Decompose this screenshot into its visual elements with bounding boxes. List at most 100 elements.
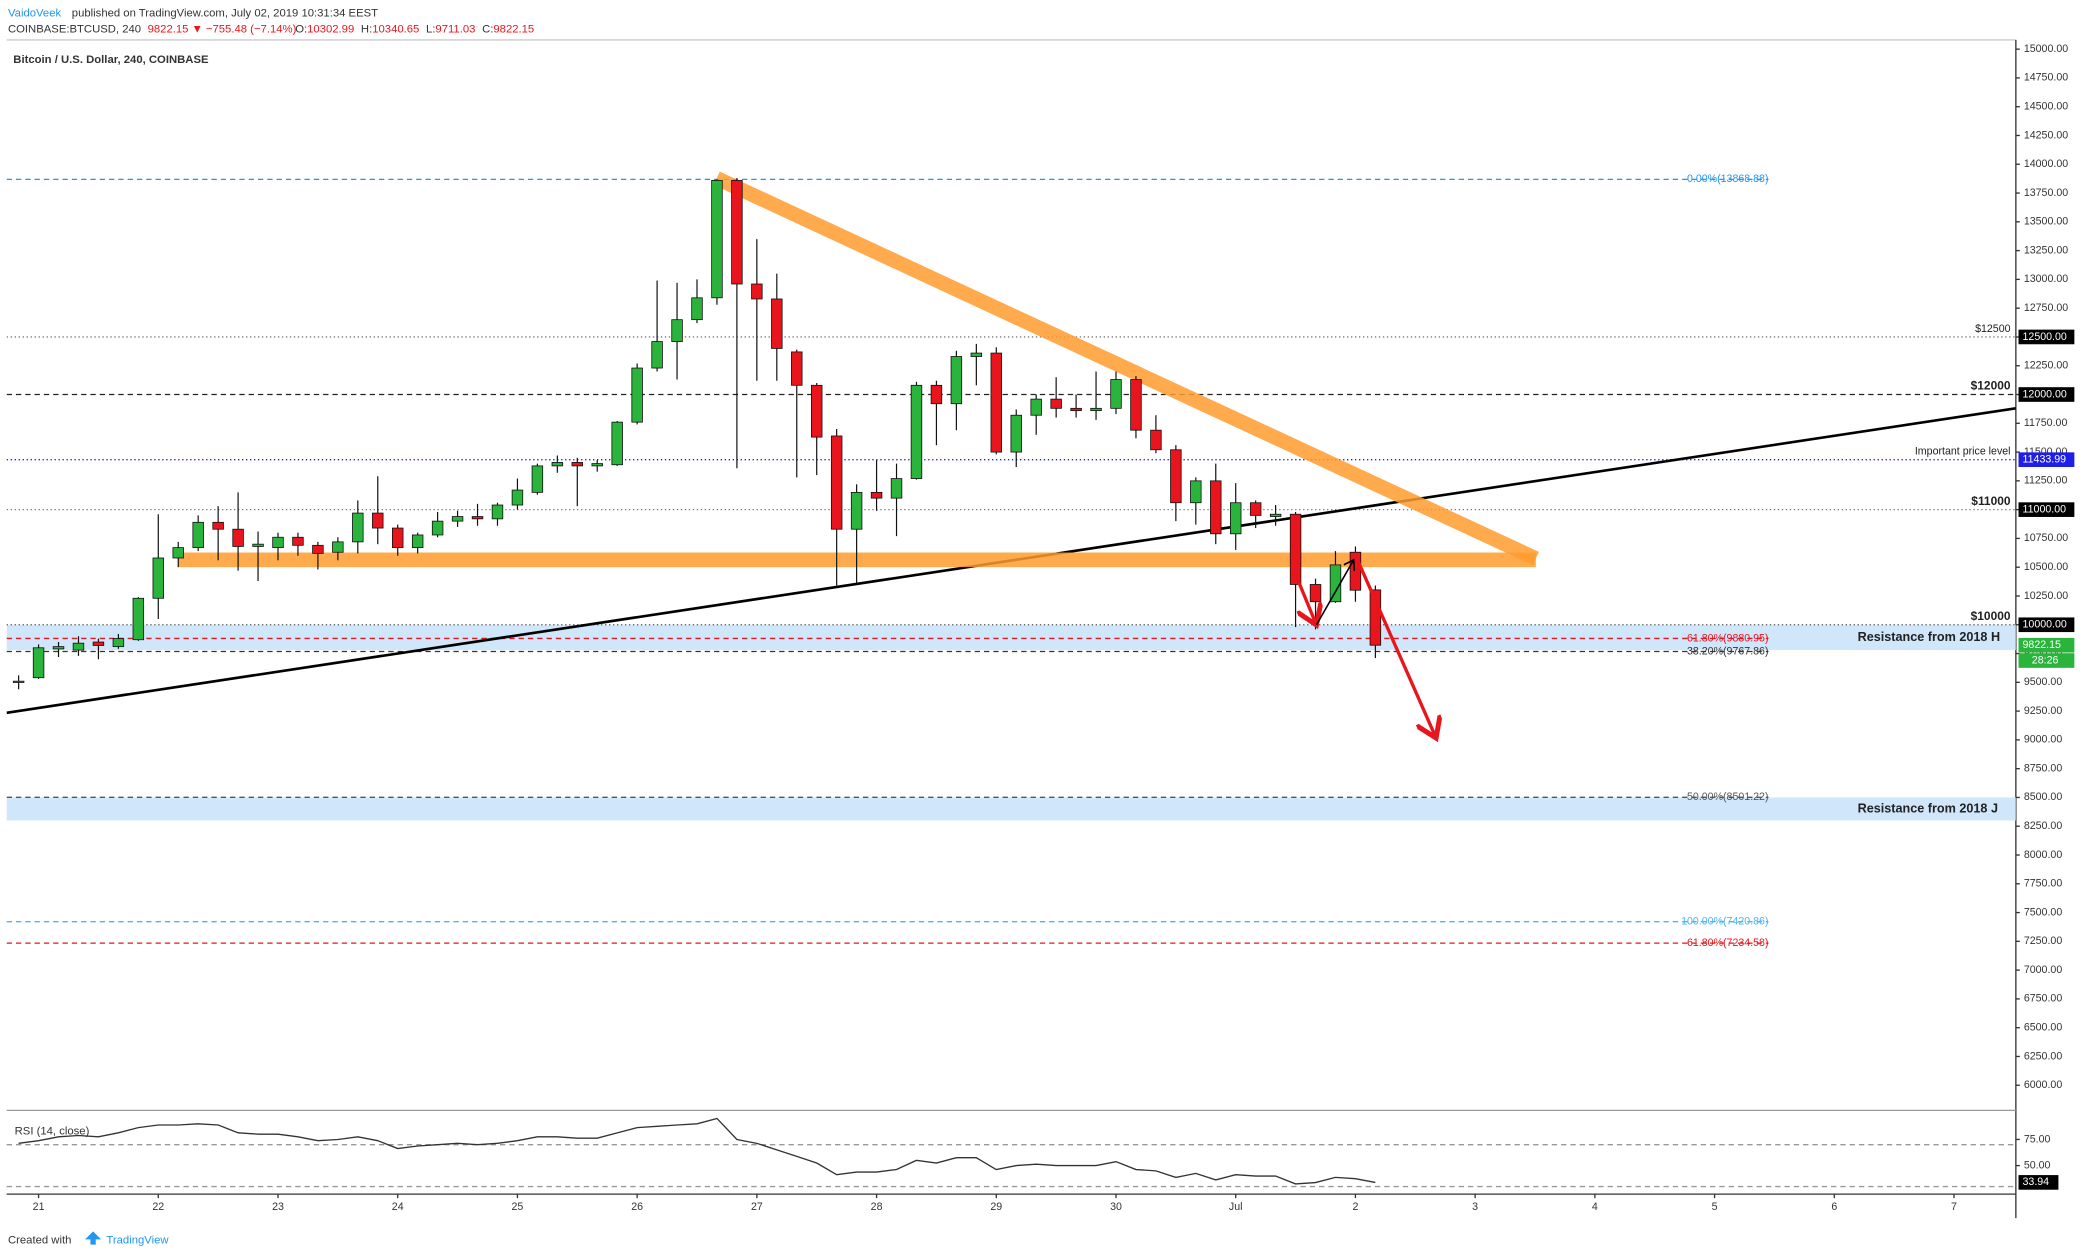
resistance-zone — [6, 797, 2016, 821]
candle-body — [751, 283, 763, 300]
y-tick-label: 14750.00 — [2024, 72, 2068, 84]
ohlc-value: 9711.03 — [435, 23, 475, 35]
x-tick-label: 23 — [272, 1201, 284, 1213]
x-tick-label: 25 — [512, 1201, 524, 1213]
y-tick-label: 10750.00 — [2024, 532, 2068, 544]
rsi-tick-label: 50.00 — [2024, 1159, 2051, 1171]
candle-body — [910, 384, 923, 479]
descending-trendline — [713, 171, 1539, 566]
candle-body — [970, 352, 983, 357]
candle-body — [1050, 398, 1062, 409]
candle-body — [810, 384, 823, 438]
candle-body — [1170, 449, 1182, 504]
price-box — [2018, 387, 2075, 402]
candle-body — [1090, 407, 1102, 412]
y-tick-label: 6000.00 — [2024, 1079, 2062, 1091]
ohlc: O: 10302.99 H: 10340.65 L: 9711.03 C: 9822.15 — [295, 23, 534, 35]
x-tick-label: 4 — [1592, 1201, 1598, 1213]
candle-body — [292, 536, 304, 546]
y-tick-label: 7250.00 — [2024, 935, 2062, 947]
y-tick-label: 8750.00 — [2024, 762, 2062, 774]
y-tick-label: 7500.00 — [2024, 906, 2062, 918]
candle-body — [1130, 379, 1142, 431]
candle-body — [791, 351, 803, 386]
arrow — [1315, 560, 1353, 626]
y-tick-label: 6750.00 — [2024, 993, 2062, 1005]
candle-body — [232, 528, 244, 547]
candle-body — [651, 341, 663, 369]
candle-body — [431, 520, 444, 536]
price-box-label: 11433.99 — [2023, 453, 2067, 465]
price-box — [2018, 617, 2075, 633]
price-box — [2018, 452, 2075, 467]
y-tick-label: 11250.00 — [2024, 475, 2068, 487]
candle-body — [411, 534, 424, 549]
x-tick-label: 28 — [871, 1201, 883, 1213]
candle-body — [1369, 589, 1382, 646]
y-tick-label: 14000.00 — [2024, 158, 2068, 170]
x-tick-label: 7 — [1951, 1201, 1957, 1213]
y-tick-label: 12750.00 — [2024, 302, 2068, 314]
price-box-label: 11000.00 — [2023, 503, 2067, 515]
level-note: Important price level — [1915, 446, 2011, 458]
x-tick-label: 3 — [1472, 1201, 1478, 1213]
rsi-line — [18, 1117, 1376, 1185]
candle-body — [1030, 398, 1042, 416]
candle-body — [511, 489, 524, 506]
x-tick-label: 29 — [990, 1201, 1002, 1213]
candle-body — [372, 512, 384, 529]
level-note: $12500 — [1975, 323, 2011, 335]
candle-body — [152, 557, 165, 599]
arrow — [1296, 579, 1317, 625]
last-price-box — [2018, 637, 2075, 653]
y-tick-label: 13000.00 — [2024, 273, 2068, 285]
candle-body — [671, 319, 683, 342]
x-tick-label: 26 — [631, 1201, 643, 1213]
x-tick-label: 22 — [152, 1201, 164, 1213]
price-box — [2018, 502, 2075, 517]
candle-body — [1190, 480, 1202, 504]
ohlc-label: O: — [295, 23, 307, 35]
candle-body — [1070, 407, 1082, 412]
level-note: $10000 — [1971, 609, 2011, 623]
y-tick-label: 6500.00 — [2024, 1022, 2062, 1034]
main-pane: Resistance from 2018 H Resistance from 20… — [6, 171, 2016, 949]
y-tick-label: 13250.00 — [2024, 244, 2068, 256]
candle-body — [870, 491, 883, 499]
author[interactable]: VaidoVeek — [8, 7, 62, 19]
price-box-label: 10000.00 — [2023, 619, 2067, 631]
logo — [85, 1231, 102, 1245]
candle-body — [352, 512, 364, 543]
published: published on TradingView.com, July 02, 2… — [72, 7, 378, 19]
ohlc-label: H: — [361, 23, 372, 35]
x-tick-label: 2 — [1352, 1201, 1358, 1213]
candle-body — [950, 356, 963, 405]
candle-body — [1249, 502, 1262, 516]
y-tick-label: 13500.00 — [2024, 216, 2068, 228]
price-box-label: 12000.00 — [2023, 388, 2067, 400]
candle-body — [212, 521, 224, 530]
ohlc-value: 10340.65 — [372, 23, 419, 35]
ohlc-label: C: — [482, 23, 493, 35]
candle-body — [890, 478, 903, 499]
x-tick-label: 5 — [1712, 1201, 1718, 1213]
candle-body — [591, 463, 603, 467]
candle-body — [32, 647, 45, 679]
candle-body — [830, 435, 843, 530]
zone-label: Resistance from 2018 H — [1858, 630, 2000, 644]
arrow — [1354, 556, 1436, 738]
candle-body — [192, 521, 204, 549]
candle-body — [132, 597, 145, 641]
footer-brand[interactable]: TradingView — [106, 1235, 169, 1247]
y-tick-label: 14500.00 — [2024, 101, 2068, 113]
y-tick-label: 9000.00 — [2024, 734, 2062, 746]
y-tick-label: 8000.00 — [2024, 849, 2062, 861]
candle-body — [571, 462, 584, 467]
y-tick-label: 9500.00 — [2024, 676, 2062, 688]
candle-body — [531, 465, 544, 493]
y-tick-label: 12250.00 — [2024, 360, 2068, 372]
candle-body — [172, 547, 184, 559]
candle-body — [391, 527, 404, 549]
rsi-value: 33.94 — [2023, 1176, 2050, 1188]
